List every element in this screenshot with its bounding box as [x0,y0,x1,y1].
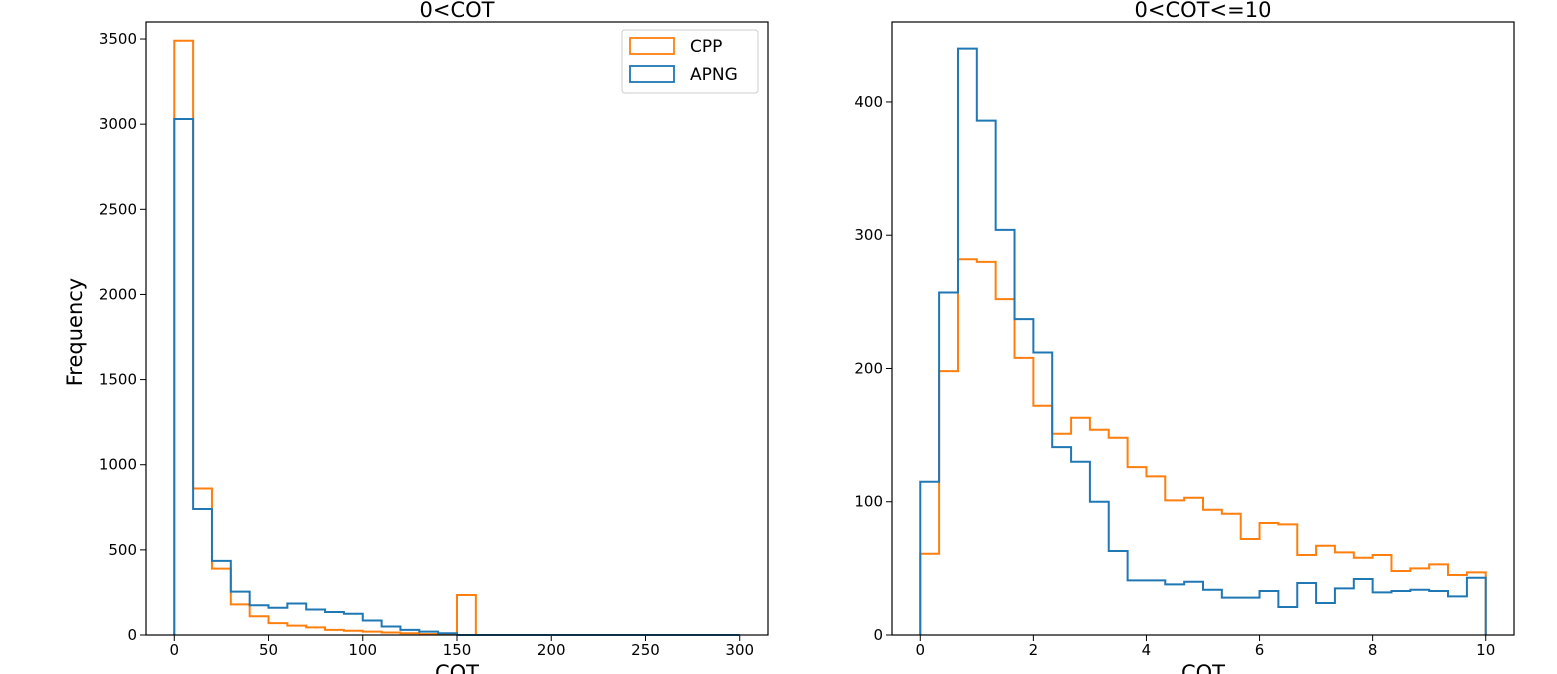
chart-right-xtick-label: 2 [1029,641,1039,659]
legend-swatch-apng [629,65,675,83]
legend-label-cpp: CPP [690,37,722,57]
legend-label-apng: APNG [690,65,738,85]
chart-right-title: 0<COT<=10 [1135,0,1272,22]
chart-left-series-apng [173,118,740,636]
chart-left-xtick-label: 250 [631,641,660,659]
chart-left-ytick-label: 1500 [99,371,137,389]
chart-left-ytick-label: 1000 [99,456,137,474]
chart-left-xlabel: COT [435,661,479,674]
chart-left: 0<COT 0 50 100 150 200 250 3000500100015002000… [63,0,769,674]
chart-left-ticks: 0 50 100 150 200 250 3000500100015002000250030… [99,30,754,659]
chart-right-ytick-label: 300 [854,226,883,244]
legend-box [621,29,759,94]
chart-left-ytick-label: 2500 [99,200,137,218]
chart-left-ytick-label: 500 [108,541,137,559]
chart-right-xtick-label: 6 [1255,641,1265,659]
chart-right-xtick-label: 10 [1476,641,1495,659]
chart-left-ytick-label: 3500 [99,30,137,48]
chart-left-ytick-label: 2000 [99,285,137,303]
chart-right-frame [891,21,1515,636]
chart-left-xtick-label: 50 [259,641,278,659]
chart-right-ytick-label: 400 [854,93,883,111]
chart-left-ylabel: Frequency [63,278,87,387]
chart-left-ytick-label: 3000 [99,115,137,133]
chart-right-series-apng [919,47,1487,635]
legend-swatch-cpp [629,37,675,55]
chart-right-series [919,47,1487,635]
chart-right-xtick-label: 4 [1142,641,1152,659]
chart-left-legend: CPP APNG [621,29,759,94]
chart-right-xlabel: COT [1181,661,1225,674]
chart-left-ytick-label: 0 [127,626,137,644]
chart-right-xtick-label: 0 [915,641,925,659]
chart-left-xtick-label: 200 [537,641,566,659]
chart-left-xtick-label: 300 [725,641,754,659]
chart-left-xtick-label: 0 [169,641,179,659]
chart-left-series-cpp [173,39,740,636]
chart-right-xtick-label: 8 [1368,641,1378,659]
chart-right-ytick-label: 0 [873,626,883,644]
chart-right-series-cpp [919,258,1487,635]
chart-left-series [173,39,740,636]
chart-left-title: 0<COT [420,0,495,22]
chart-left-xtick-label: 100 [348,641,377,659]
chart-right-ytick-label: 100 [854,493,883,511]
chart-left-frame [145,21,769,636]
chart-right-ytick-label: 200 [854,359,883,377]
chart-left-xtick-label: 150 [443,641,472,659]
